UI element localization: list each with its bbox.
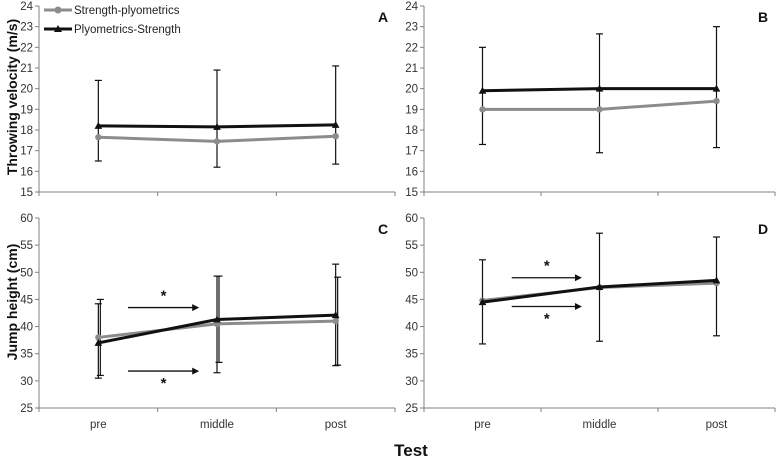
significance-asterisk: * bbox=[161, 375, 167, 392]
significance-asterisk: * bbox=[544, 310, 550, 327]
y-tick-label: 60 bbox=[405, 213, 418, 225]
y-tick-label: 25 bbox=[20, 403, 33, 415]
panels: 15 16 17 18 19 20 21 22 23 24 A 15 16 17 18 19 20 21 22 23 2… bbox=[20, 1, 776, 431]
data-point-plyometrics-strength bbox=[94, 338, 103, 346]
x-axis-label: Test bbox=[394, 441, 428, 459]
x-tick-label-middle: middle bbox=[200, 419, 234, 431]
data-point-plyometrics-strength bbox=[94, 121, 103, 129]
y-tick-label: 45 bbox=[20, 294, 33, 306]
panel-d: 25 30 35 40 45 50 55 60 pre middle post * * D bbox=[405, 213, 776, 431]
legend-marker-strength-plyometrics bbox=[54, 6, 62, 14]
panel-c: 25 30 35 40 45 50 55 60 pre middle post * * C bbox=[20, 213, 396, 431]
x-tick-label-middle: middle bbox=[583, 419, 617, 431]
panel-b: 15 16 17 18 19 20 21 22 23 24 B bbox=[405, 1, 776, 199]
y-tick-label: 30 bbox=[405, 376, 418, 388]
y-tick-label: 35 bbox=[405, 349, 418, 361]
y-tick-label: 45 bbox=[405, 294, 418, 306]
data-point-strength-plyometrics bbox=[213, 138, 221, 145]
y-axis-label-bottom: Jump height (cm) bbox=[4, 244, 20, 361]
data-point-plyometrics-strength bbox=[712, 84, 721, 92]
data-point-plyometrics-strength bbox=[478, 86, 487, 94]
y-tick-label: 21 bbox=[405, 63, 418, 75]
x-tick-label-pre: pre bbox=[90, 419, 107, 431]
y-tick-label: 22 bbox=[20, 42, 33, 54]
data-point-strength-plyometrics bbox=[95, 334, 102, 341]
x-tick-label-post: post bbox=[706, 419, 729, 431]
y-tick-label: 40 bbox=[405, 322, 418, 334]
y-tick-label: 20 bbox=[405, 84, 418, 96]
y-tick-label: 17 bbox=[20, 146, 33, 158]
y-tick-label: 23 bbox=[20, 22, 33, 34]
y-tick-label: 21 bbox=[20, 63, 33, 75]
y-tick-label: 25 bbox=[405, 403, 418, 415]
y-tick-label: 20 bbox=[20, 84, 33, 96]
y-tick-label: 55 bbox=[20, 240, 33, 252]
y-tick-label: 19 bbox=[405, 104, 418, 116]
panel-label-a: A bbox=[378, 9, 388, 25]
data-point-plyometrics-strength bbox=[478, 298, 487, 306]
legend: Strength-plyometrics Plyometrics-Strengt… bbox=[44, 5, 181, 36]
legend-marker-plyometrics-strength bbox=[54, 25, 62, 32]
data-point-strength-plyometrics bbox=[713, 97, 720, 105]
y-tick-label: 16 bbox=[405, 166, 418, 178]
x-tick-label-post: post bbox=[325, 419, 348, 431]
legend-label-plyometrics-strength: Plyometrics-Strength bbox=[74, 24, 181, 36]
significance-arrowhead bbox=[192, 367, 200, 375]
x-tick-label-pre: pre bbox=[474, 419, 491, 431]
y-tick-label: 22 bbox=[405, 42, 418, 54]
data-point-plyometrics-strength bbox=[213, 315, 221, 323]
y-tick-label: 17 bbox=[405, 146, 418, 158]
y-tick-label: 18 bbox=[405, 125, 418, 137]
data-point-plyometrics-strength bbox=[331, 311, 340, 319]
significance-arrowhead bbox=[574, 302, 582, 310]
y-tick-label: 24 bbox=[20, 1, 33, 13]
significance-arrowhead bbox=[574, 274, 582, 282]
y-tick-label: 40 bbox=[20, 322, 33, 334]
legend-label-strength-plyometrics: Strength-plyometrics bbox=[74, 5, 180, 17]
panel-label-d: D bbox=[758, 221, 768, 237]
data-point-strength-plyometrics bbox=[332, 317, 339, 325]
y-tick-label: 24 bbox=[405, 1, 418, 13]
y-tick-label: 19 bbox=[20, 104, 33, 116]
data-point-plyometrics-strength bbox=[213, 122, 221, 130]
y-tick-label: 60 bbox=[20, 213, 33, 225]
data-point-plyometrics-strength bbox=[331, 120, 340, 128]
y-tick-label: 16 bbox=[20, 166, 33, 178]
data-point-plyometrics-strength bbox=[595, 84, 604, 92]
data-point-strength-plyometrics bbox=[95, 134, 102, 141]
data-point-plyometrics-strength bbox=[712, 276, 721, 284]
data-point-strength-plyometrics bbox=[596, 106, 603, 113]
y-tick-label: 55 bbox=[405, 240, 418, 252]
panel-a: 15 16 17 18 19 20 21 22 23 24 A bbox=[20, 1, 396, 199]
y-tick-label: 18 bbox=[20, 125, 33, 137]
y-tick-label: 15 bbox=[20, 187, 33, 199]
panel-label-b: B bbox=[758, 9, 768, 25]
y-tick-label: 15 bbox=[405, 187, 418, 199]
y-tick-label: 23 bbox=[405, 22, 418, 34]
y-tick-label: 50 bbox=[20, 267, 33, 279]
data-point-strength-plyometrics bbox=[332, 133, 339, 140]
data-point-plyometrics-strength bbox=[595, 282, 604, 290]
y-tick-label: 35 bbox=[20, 349, 33, 361]
significance-asterisk: * bbox=[161, 288, 167, 305]
y-axis-label-top: Throwing velocity (m/s) bbox=[4, 19, 20, 175]
panel-label-c: C bbox=[378, 221, 388, 237]
data-point-strength-plyometrics bbox=[479, 106, 486, 113]
significance-arrowhead bbox=[192, 304, 200, 312]
y-tick-label: 30 bbox=[20, 376, 33, 388]
significance-asterisk: * bbox=[544, 258, 550, 275]
y-tick-label: 50 bbox=[405, 267, 418, 279]
